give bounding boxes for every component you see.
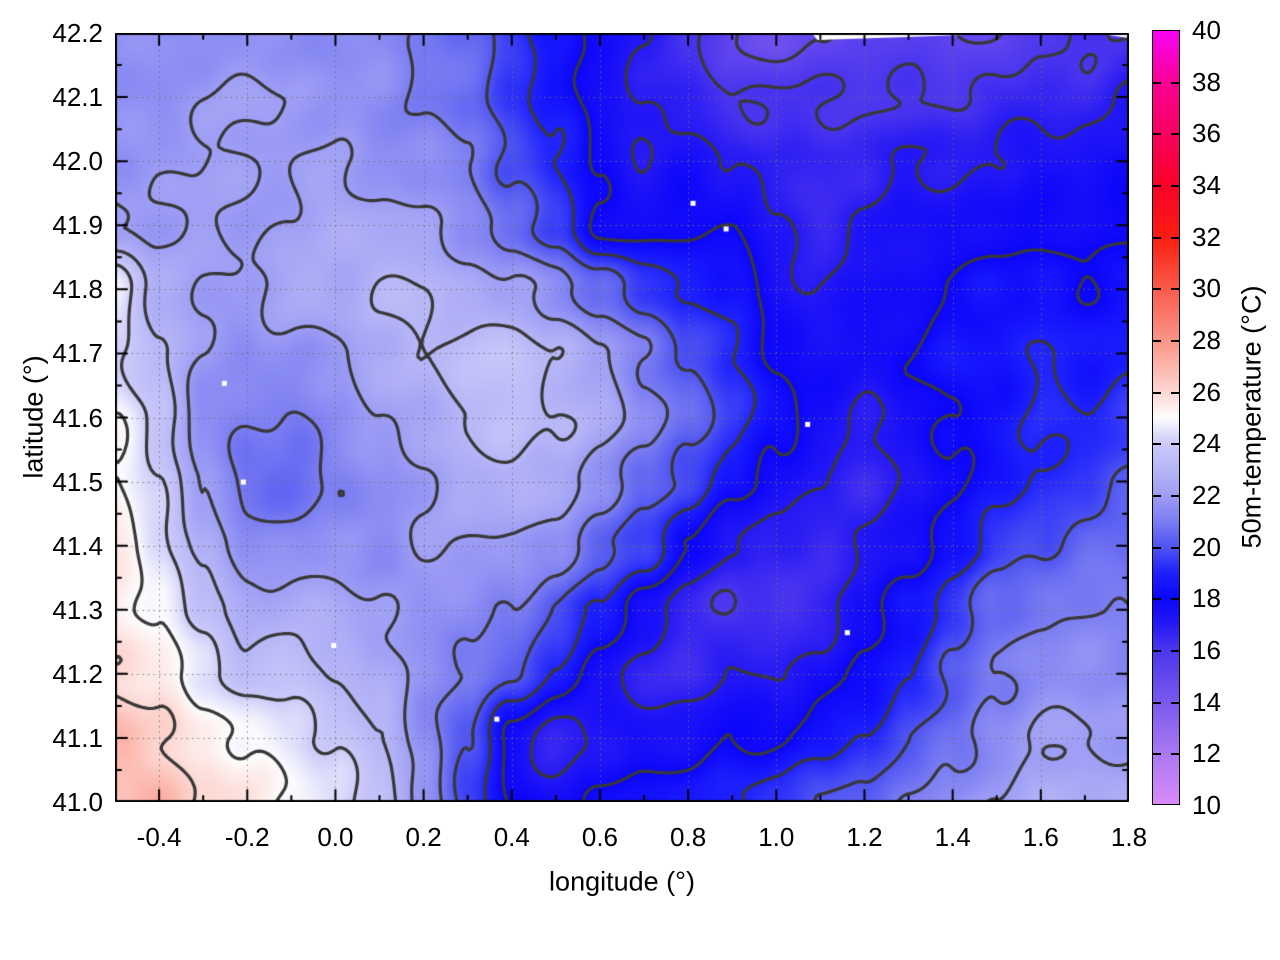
colorbar-tick xyxy=(1171,133,1179,136)
colorbar-tick xyxy=(1153,340,1161,342)
x-tick-label: 0.2 xyxy=(405,822,442,852)
colorbar-tick xyxy=(1153,443,1161,446)
colorbar-tick-label: 22 xyxy=(1192,480,1221,510)
colorbar-tick xyxy=(1153,546,1161,549)
colorbar xyxy=(1152,30,1180,805)
colorbar-tick-label: 18 xyxy=(1192,583,1221,614)
colorbar-tick xyxy=(1171,753,1179,756)
colorbar-tick xyxy=(1171,185,1179,187)
colorbar-tick xyxy=(1153,495,1161,497)
colorbar-tick xyxy=(1153,185,1161,187)
x-tick-label: -0.4 xyxy=(136,822,182,852)
colorbar-tick-label: 36 xyxy=(1192,118,1221,149)
colorbar-tick-label: 34 xyxy=(1192,170,1221,200)
colorbar-tick xyxy=(1153,133,1161,136)
colorbar-tick xyxy=(1171,391,1179,394)
colorbar-tick xyxy=(1153,701,1161,704)
x-tick-label: 0.0 xyxy=(317,822,354,852)
colorbar-tick-label: 24 xyxy=(1192,428,1221,459)
colorbar-tick-label: 28 xyxy=(1192,325,1221,355)
colorbar-tick-label: 10 xyxy=(1192,790,1221,820)
x-tick-label: 0.8 xyxy=(670,822,707,852)
colorbar-tick xyxy=(1171,236,1179,239)
y-tick-label: 41.2 xyxy=(52,658,103,689)
colorbar-tick-label: 26 xyxy=(1192,376,1221,407)
colorbar-tick xyxy=(1171,443,1179,446)
y-tick-label: 42.0 xyxy=(52,146,103,177)
y-tick-label: 42.2 xyxy=(52,18,103,48)
colorbar-tick xyxy=(1171,701,1179,704)
x-tick-label: 0.4 xyxy=(493,822,530,852)
colorbar-tick-label: 32 xyxy=(1192,221,1221,252)
x-tick-label: 1.2 xyxy=(846,822,883,852)
colorbar-tick xyxy=(1171,598,1179,601)
colorbar-tick-label: 14 xyxy=(1192,686,1221,717)
x-tick-label: 0.6 xyxy=(581,822,619,852)
colorbar-tick-label: 38 xyxy=(1192,66,1221,97)
y-tick-label: 41.6 xyxy=(52,402,103,433)
y-tick-label: 41.7 xyxy=(52,338,103,369)
x-tick-label: 1.0 xyxy=(758,822,795,852)
y-tick-label: 41.0 xyxy=(52,787,103,817)
x-tick-label: 1.4 xyxy=(934,822,971,852)
colorbar-tick-label: 20 xyxy=(1192,531,1221,562)
colorbar-tick xyxy=(1171,340,1179,342)
heatmap-plot-area xyxy=(115,33,1129,802)
colorbar-tick xyxy=(1153,288,1161,291)
y-tick-label: 42.1 xyxy=(52,82,103,113)
colorbar-tick xyxy=(1171,495,1179,497)
x-tick-label: -0.2 xyxy=(224,822,270,852)
colorbar-tick xyxy=(1153,81,1161,84)
colorbar-tick xyxy=(1153,236,1161,239)
colorbar-tick xyxy=(1171,650,1179,652)
y-tick-label: 41.4 xyxy=(52,530,103,561)
colorbar-title: 50m-temperature (°C) xyxy=(1236,285,1267,549)
y-tick-label: 41.1 xyxy=(52,722,103,753)
y-tick-label: 41.5 xyxy=(52,466,103,497)
colorbar-tick xyxy=(1153,391,1161,394)
colorbar-tick-label: 40 xyxy=(1192,15,1221,45)
colorbar-tick-label: 16 xyxy=(1192,635,1221,665)
y-tick-label: 41.8 xyxy=(52,274,103,305)
colorbar-tick xyxy=(1171,546,1179,549)
x-axis-title: longitude (°) xyxy=(549,866,695,897)
colorbar-tick xyxy=(1153,598,1161,601)
colorbar-tick-label: 30 xyxy=(1192,273,1221,304)
colorbar-tick-label: 12 xyxy=(1192,738,1221,769)
x-tick-label: 1.6 xyxy=(1022,822,1059,852)
y-tick-label: 41.3 xyxy=(52,594,103,625)
colorbar-tick xyxy=(1171,288,1179,291)
colorbar-tick xyxy=(1171,81,1179,84)
y-tick-label: 41.9 xyxy=(52,210,103,241)
x-tick-label: 1.8 xyxy=(1110,822,1148,852)
colorbar-tick xyxy=(1153,650,1161,652)
colorbar-tick xyxy=(1153,753,1161,756)
